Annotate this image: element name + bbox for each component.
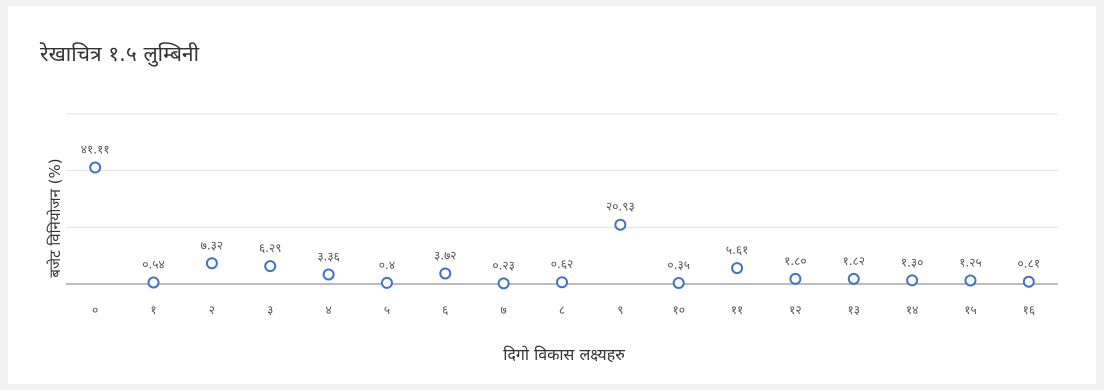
data-point (89, 161, 102, 174)
data-point (497, 277, 510, 290)
x-tick-label: ७ (501, 303, 507, 317)
x-tick-label: ० (92, 303, 98, 317)
data-label: ०.४ (379, 258, 395, 272)
x-tick-label: १५ (964, 303, 976, 317)
data-point (731, 262, 744, 275)
chart-card: रेखाचित्र १.५ लुम्बिनी ० १ २ ३ ४ ५ ६ ७ ८ ९ १० ११ १२ १… (8, 6, 1096, 384)
x-tick-label: १६ (1023, 303, 1035, 317)
y-axis-title: बजेट विनियोजन (%) (46, 158, 64, 277)
data-label: १.३० (901, 255, 924, 269)
data-label: १.८० (784, 254, 807, 268)
data-point (439, 267, 452, 280)
data-point (847, 272, 860, 285)
x-tick-label: १४ (906, 303, 918, 317)
x-tick-label: ८ (559, 303, 565, 317)
x-axis-title: दिगो विकास लक्ष्यहरु (503, 345, 625, 364)
x-tick-label: २ (209, 303, 215, 317)
data-label: ३.३६ (317, 249, 340, 263)
data-point (147, 276, 160, 289)
data-point (380, 276, 393, 289)
data-label: ०.३५ (667, 258, 690, 272)
data-label: ०.८१ (1018, 257, 1041, 271)
data-label: २०.९३ (606, 200, 635, 214)
x-tick-label: ३ (267, 303, 273, 317)
data-label: ५.६१ (726, 243, 749, 257)
data-point (322, 268, 335, 281)
x-tick-label: ५ (384, 303, 390, 317)
data-label: १.८२ (842, 254, 865, 268)
data-point (789, 272, 802, 285)
data-label: ०.५४ (142, 257, 165, 271)
x-tick-label: ६ (442, 303, 448, 317)
chart-title: रेखाचित्र १.५ लुम्बिनी (40, 42, 200, 66)
data-point (964, 274, 977, 287)
data-point (556, 276, 568, 289)
data-label: ४१.११ (81, 143, 110, 157)
data-point (264, 260, 277, 273)
x-tick-label: ९ (617, 303, 623, 317)
x-tick-label: १० (672, 303, 684, 317)
data-label: ३.७२ (434, 248, 457, 262)
x-tick-label: ११ (731, 303, 743, 317)
data-point (614, 218, 627, 231)
x-tick-label: १३ (848, 303, 860, 317)
data-point (205, 257, 218, 270)
x-tick-label: ४ (325, 303, 331, 317)
data-label: ७.३२ (201, 238, 224, 252)
data-point (1022, 275, 1035, 288)
chart-plot-area: ० १ २ ३ ४ ५ ६ ७ ८ ९ १० ११ १२ १३ १४ १५ १६ ४१.११०.५४७.३२ ६.… (46, 113, 1058, 364)
data-label: ६.२९ (259, 241, 282, 255)
data-label: १.२५ (959, 255, 982, 269)
data-point (672, 277, 685, 290)
x-tick-label: १ (150, 303, 156, 317)
data-point (906, 274, 919, 287)
x-tick-label: १२ (789, 303, 801, 317)
data-label: ०.६२ (551, 257, 574, 271)
data-label: ०.२३ (492, 258, 515, 272)
